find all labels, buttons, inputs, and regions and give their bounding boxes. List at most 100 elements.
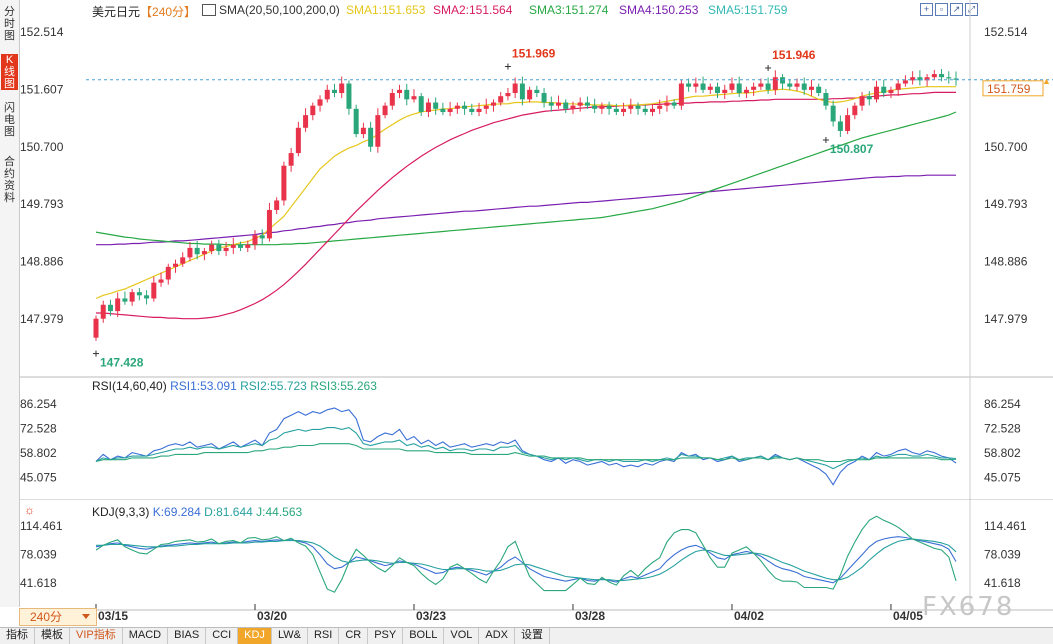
toolbar-item-1[interactable]: 模板 xyxy=(35,628,70,644)
candle-body xyxy=(606,105,612,109)
candle-body xyxy=(859,96,865,106)
candle-body xyxy=(107,304,113,312)
indicator-axis-tick: 86.254 xyxy=(984,397,1021,411)
tab-kline[interactable]: K线图 xyxy=(1,54,18,90)
tab-flash[interactable]: 闪电图 xyxy=(4,102,15,138)
sma2-line xyxy=(96,91,956,320)
candle-body xyxy=(722,89,728,94)
candle-body xyxy=(895,83,901,90)
draw-icon[interactable]: ↗ xyxy=(950,3,963,16)
indicator-axis-tick-left: 58.802 xyxy=(20,446,57,460)
candle-body xyxy=(902,80,908,84)
indicator-axis-tick-left: 78.039 xyxy=(20,548,57,562)
indicator-axis-tick-left: 45.075 xyxy=(20,470,57,484)
symbol-title: 美元日元【240分】 xyxy=(92,5,197,19)
candle-body xyxy=(881,86,887,94)
candle-body xyxy=(180,257,186,264)
sma4-value: SMA4:150.253 xyxy=(619,3,699,17)
toolbar-item-7[interactable]: LW& xyxy=(272,628,308,644)
candle-body xyxy=(657,105,663,109)
candle-body xyxy=(122,298,128,302)
candle-body xyxy=(642,108,648,112)
candle-body xyxy=(917,77,923,81)
toolbar-item-11[interactable]: BOLL xyxy=(403,628,445,644)
price-axis-tick-left: 149.793 xyxy=(20,197,64,211)
toolbar-item-10[interactable]: PSY xyxy=(368,628,404,644)
candle-body xyxy=(837,121,843,131)
toolbar-item-0[interactable]: 指标 xyxy=(0,628,35,644)
candle-body xyxy=(136,292,142,296)
candle-body xyxy=(454,105,460,109)
toolbar-item-2[interactable]: VIP指标 xyxy=(70,628,123,644)
current-price-arrow-icon: ▲ xyxy=(1042,76,1051,86)
candle-body xyxy=(801,83,807,90)
toolbar-item-8[interactable]: RSI xyxy=(308,628,340,644)
series-line-d xyxy=(96,538,957,582)
candle-body xyxy=(187,247,193,258)
toolbar-item-14[interactable]: 设置 xyxy=(515,628,550,644)
watermark-logo: FX678 xyxy=(922,592,1015,622)
annotation-label: 151.946 xyxy=(772,48,816,62)
price-axis-tick: 152.514 xyxy=(984,25,1028,39)
candle-body xyxy=(259,235,265,239)
candle-body xyxy=(671,102,677,106)
crosshair-icon[interactable]: + xyxy=(920,3,933,16)
toolbar-item-9[interactable]: CR xyxy=(339,628,369,644)
timeframe-select[interactable]: 240分 xyxy=(19,608,97,626)
candle-body xyxy=(765,83,771,90)
candle-body xyxy=(758,83,764,87)
candle-body xyxy=(201,251,207,255)
candle-body xyxy=(751,86,757,90)
candle-body xyxy=(346,83,352,109)
price-axis-tick-left: 150.700 xyxy=(20,140,64,154)
toolbar-item-13[interactable]: ADX xyxy=(479,628,515,644)
toolbar-item-4[interactable]: BIAS xyxy=(168,628,207,644)
candle-body xyxy=(194,247,200,255)
indicator-axis-tick: 78.039 xyxy=(984,548,1021,562)
indicator-axis-tick: 114.461 xyxy=(984,519,1027,533)
candle-body xyxy=(678,83,684,106)
current-price-box xyxy=(982,80,1044,97)
series-line-rsi2 xyxy=(95,427,957,470)
candle-body xyxy=(823,93,829,106)
sma3-value: SMA3:151.274 xyxy=(529,3,609,17)
candle-body xyxy=(852,105,858,116)
fullscreen-icon[interactable]: ⤢ xyxy=(965,3,978,16)
price-chart[interactable]: 152.514152.514151.607151.607150.700150.7… xyxy=(20,0,1053,378)
tab-timeshare[interactable]: 分时图 xyxy=(4,6,15,42)
candle-body xyxy=(469,108,475,112)
candle-body xyxy=(924,77,930,81)
candle-body xyxy=(556,102,562,106)
candle-body xyxy=(505,93,511,97)
toolbar-item-6[interactable]: KDJ xyxy=(238,628,272,644)
candle-body xyxy=(888,89,894,94)
candle-body xyxy=(563,102,569,109)
chevron-down-icon xyxy=(82,614,90,619)
annotation-label: 151.969 xyxy=(512,47,556,61)
candle-body xyxy=(707,86,713,90)
toolbar-item-12[interactable]: VOL xyxy=(444,628,480,644)
tab-contract-info[interactable]: 合约资料 xyxy=(4,156,15,204)
candle-body xyxy=(310,105,316,116)
candle-body xyxy=(476,108,482,112)
indicator-axis-tick: 41.618 xyxy=(984,576,1021,590)
toolbar-item-3[interactable]: MACD xyxy=(123,628,169,644)
current-price-label: 151.759 xyxy=(987,82,1031,96)
candle-body xyxy=(490,102,496,106)
candle-body xyxy=(245,244,251,248)
indicator-axis-tick-left: 114.461 xyxy=(20,519,63,533)
fit-icon[interactable]: ▫ xyxy=(935,3,948,16)
settings-sun-icon[interactable]: ☼ xyxy=(24,503,35,517)
candle-body xyxy=(172,263,178,267)
rsi-chart[interactable]: 86.254 86.254 72.528 72.528 58.802 58.802 45.0… xyxy=(20,378,1053,500)
toolbar-item-5[interactable]: CCI xyxy=(206,628,239,644)
candle-body xyxy=(910,77,916,81)
candle-body xyxy=(635,105,641,109)
candle-body xyxy=(621,108,627,112)
indicator-toggle-icon[interactable] xyxy=(202,4,216,16)
kdj-chart[interactable]: 114.461 114.461 78.039 78.039 41.618 41.618 03… xyxy=(20,500,1053,627)
candle-body xyxy=(939,74,945,78)
candle-body xyxy=(158,279,164,283)
candle-body xyxy=(440,108,446,112)
candle-body xyxy=(664,102,670,106)
